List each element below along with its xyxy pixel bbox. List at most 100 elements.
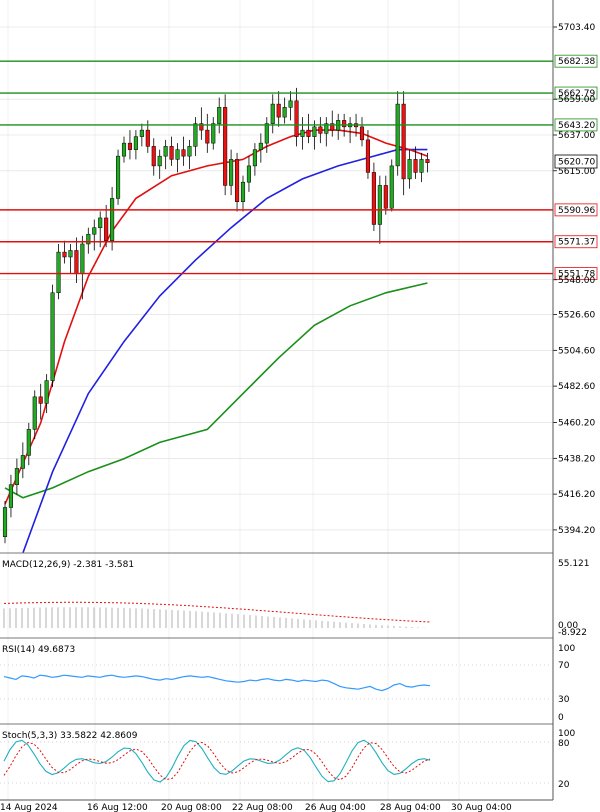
candle-body [294, 100, 299, 137]
current-price-marker: 5620.70 [554, 154, 598, 169]
stoch-k-line [3, 739, 431, 783]
candle-body [199, 123, 204, 131]
candle-body [359, 126, 365, 141]
level-label-box [554, 203, 598, 217]
candle-body [116, 155, 121, 199]
x-tick-label: 14 Aug 2024 [0, 803, 58, 812]
price-axis: 5703.40 5659.00 5637.00 5615.00 5548.00 5526.… [553, 23, 595, 536]
x-tick-label: 30 Aug 04:00 [451, 803, 512, 812]
rsi-panel: RSI(14) 49.6873 100 70 30 0 [0, 644, 575, 723]
candle-body [139, 129, 144, 137]
candle-body [8, 484, 13, 508]
level-label: 5643.20 [558, 121, 595, 131]
candle-body [133, 136, 138, 150]
candle-body [104, 217, 109, 241]
candle-body [270, 103, 275, 124]
candles [2, 87, 430, 544]
candle-body [20, 455, 25, 469]
y-tick-label: 5482.60 [558, 382, 595, 392]
macd-tick-zero: 0.00 [558, 621, 578, 631]
y-tick-label: 5637.00 [558, 131, 595, 141]
candle-body [56, 251, 61, 294]
candle-body [425, 159, 430, 163]
current-price-label: 5620.70 [558, 158, 595, 168]
y-tick-label: 5394.20 [558, 526, 595, 536]
rsi-tick-0: 0 [558, 713, 564, 723]
candle-body [175, 149, 180, 160]
stoch-label: Stoch(5,3,3) 33.5822 42.8609 [2, 731, 138, 741]
level-label-box [554, 54, 598, 68]
stoch-tick-80: 80 [558, 739, 570, 749]
candle-body [145, 129, 150, 147]
candle-body [419, 159, 424, 173]
candle-body [282, 107, 287, 118]
y-tick-label: 5460.20 [558, 419, 595, 429]
candle-body [413, 159, 418, 173]
candle-body [86, 233, 91, 245]
y-tick-label: 5615.00 [558, 167, 595, 177]
price-levels: 5682.38 5662.79 5643.20 5590.96 5571.37 5551.… [0, 54, 598, 281]
rsi-label: RSI(14) 49.6873 [2, 645, 75, 655]
candle-body [68, 250, 73, 258]
level-label-box [554, 86, 598, 100]
y-tick-label: 5416.20 [558, 490, 595, 500]
y-tick-label: 5703.40 [558, 23, 595, 33]
candle-body [127, 142, 132, 150]
candle-body [264, 123, 269, 144]
candle-body [217, 107, 222, 124]
candle-body [2, 507, 8, 537]
candle-body [240, 181, 246, 202]
candle-body [324, 123, 329, 134]
candle-body [365, 139, 370, 173]
candle-body [252, 149, 257, 167]
candle-body [181, 149, 186, 157]
candle-body [151, 146, 156, 167]
y-tick-label: 5438.20 [558, 454, 595, 464]
candle-body [377, 185, 382, 225]
macd-label: MACD(12,26,9) -2.381 -3.581 [2, 560, 134, 570]
x-tick-label: 16 Aug 12:00 [87, 803, 148, 812]
candle-body [98, 217, 103, 228]
candle-body [276, 103, 281, 118]
candle-body [312, 126, 317, 137]
candle-body [74, 250, 79, 274]
candle-body [80, 243, 85, 274]
level-label-box [554, 235, 598, 249]
candle-body [205, 129, 210, 144]
candle-body [157, 155, 162, 167]
candle-body [300, 129, 305, 137]
candle-body [32, 396, 37, 430]
candle-body [26, 429, 31, 456]
macd-panel: MACD(12,26,9) -2.381 -3.581 55.121 0.00 … [2, 559, 590, 638]
y-tick-label: 5526.60 [558, 311, 595, 321]
macd-tick-bottom: -8.922 [558, 628, 587, 638]
macd-tick-top: 55.121 [558, 559, 590, 569]
x-tick-label: 22 Aug 08:00 [232, 803, 293, 812]
candle-body [110, 198, 115, 241]
candle-body [401, 103, 406, 180]
grid [0, 0, 553, 800]
candle-body [193, 123, 198, 147]
candle-body [383, 185, 388, 209]
level-label: 5662.79 [558, 89, 595, 99]
candle-body [389, 165, 394, 209]
candle-body [371, 172, 376, 225]
candle-body [288, 100, 293, 108]
y-tick-label: 5659.00 [558, 95, 595, 105]
rsi-tick-70: 70 [558, 661, 570, 671]
candle-body [38, 396, 43, 404]
rsi-tick-30: 30 [558, 695, 570, 705]
candle-body [318, 126, 323, 134]
candle-body [163, 146, 168, 157]
rsi-line [3, 674, 431, 692]
level-label-box [554, 118, 598, 132]
candle-body [342, 120, 347, 128]
x-tick-label: 26 Aug 04:00 [305, 803, 366, 812]
stoch-tick-100: 100 [558, 729, 575, 739]
rsi-tick-100: 100 [558, 644, 575, 654]
candle-body [92, 227, 97, 235]
time-axis: 14 Aug 2024 16 Aug 12:00 20 Aug 08:00 22 Au… [0, 803, 512, 812]
candle-body [223, 107, 228, 186]
x-tick-label: 20 Aug 08:00 [161, 803, 222, 812]
